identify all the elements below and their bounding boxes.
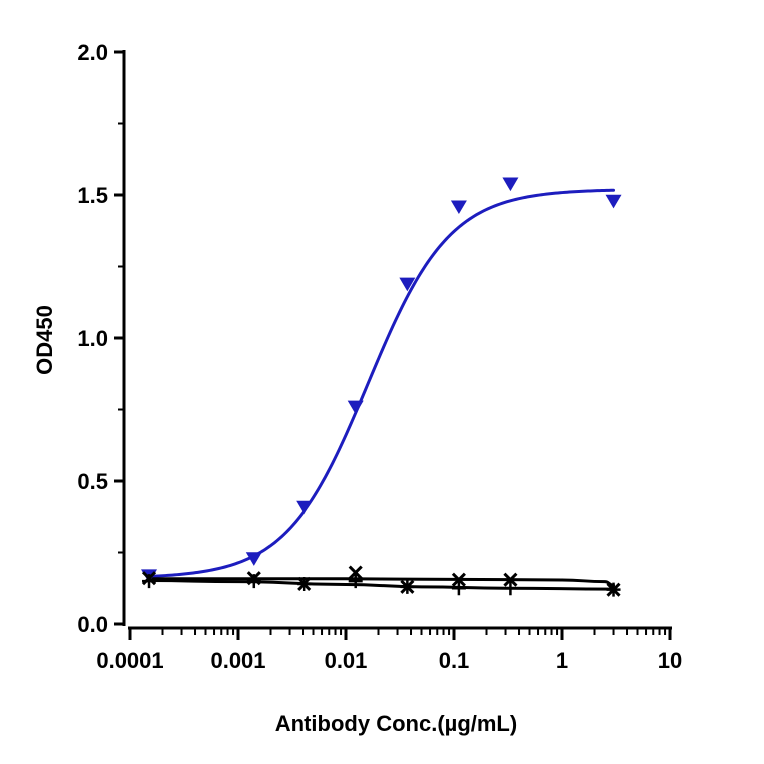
- x-tick-label: 0.0001: [96, 648, 163, 673]
- x-tick-label: 10: [658, 648, 682, 673]
- triangle-marker: [245, 552, 262, 566]
- plus-marker: [246, 574, 261, 589]
- y-tick-label: 0.0: [77, 612, 108, 637]
- triangle-marker: [347, 400, 364, 415]
- y-tick-label: 1.5: [77, 183, 108, 208]
- fit-curve-3: [147, 579, 616, 591]
- axes: 0.0 0.5 1.0 1.5 2.0 0.0001 0.001 0.01 0.1 1 10: [77, 40, 682, 673]
- x-marker: [348, 565, 363, 580]
- x-tick-label: 0.01: [325, 648, 368, 673]
- data-points: [141, 177, 622, 597]
- plus-marker: [606, 582, 621, 597]
- y-tick-label: 0.5: [77, 469, 108, 494]
- y-tick-label: 1.0: [77, 326, 108, 351]
- triangle-marker: [502, 177, 519, 192]
- x-tick-label: 0.001: [210, 648, 265, 673]
- y-axis-title: OD450: [32, 305, 57, 375]
- plus-marker: [503, 581, 518, 596]
- triangle-marker: [450, 200, 467, 215]
- x-tick-label: 1: [556, 648, 568, 673]
- plus-marker: [451, 581, 466, 596]
- triangle-marker: [296, 500, 313, 515]
- triangle-marker: [399, 277, 416, 292]
- triangle-marker: [605, 194, 622, 209]
- fit-curves: [147, 188, 616, 591]
- x-tick-label: 0.1: [439, 648, 470, 673]
- plus-marker: [400, 579, 415, 594]
- x-marker: [451, 572, 466, 587]
- x-marker: [503, 572, 518, 587]
- y-tick-label: 2.0: [77, 40, 108, 65]
- plus-marker: [348, 574, 363, 589]
- plus-marker: [142, 574, 157, 589]
- x-axis-title: Antibody Conc.(µg/mL): [275, 711, 517, 736]
- plus-marker: [297, 576, 312, 591]
- fit-curve-1: [147, 188, 616, 578]
